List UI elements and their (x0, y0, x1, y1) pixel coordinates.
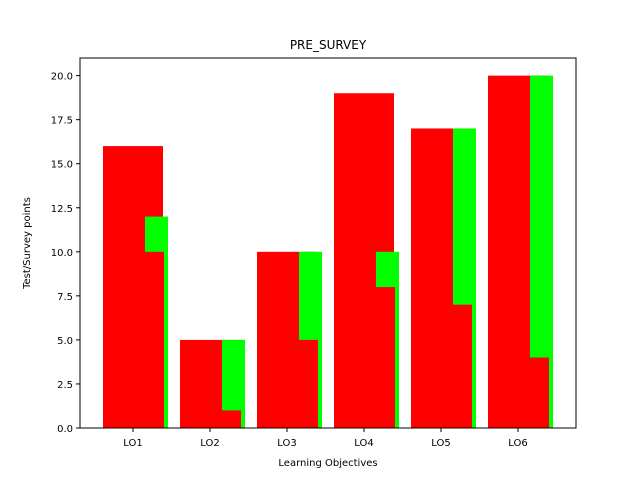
x-axis: LO1 LO2 LO3 LO4 LO5 LO6 (123, 428, 528, 449)
y-axis-label: Test/Survey points (22, 197, 33, 290)
x-tick-label-lo3: LO3 (277, 438, 296, 449)
bar-lo5-series-3 (411, 304, 472, 428)
chart-title: PRE_SURVEY (290, 38, 367, 52)
bar-lo2-series-3 (180, 410, 241, 428)
bar-lo6-series-3 (488, 357, 549, 428)
x-tick-label-lo6: LO6 (508, 438, 527, 449)
bar-lo1-series-3 (103, 251, 164, 428)
x-tick-label-lo5: LO5 (431, 438, 450, 449)
x-tick-label-lo1: LO1 (123, 438, 142, 449)
y-tick-label: 2.5 (57, 380, 73, 391)
bar-lo6-series-2 (530, 75, 553, 428)
y-tick-label: 20.0 (51, 72, 73, 83)
x-tick-label-lo4: LO4 (354, 438, 373, 449)
y-axis: 0.0 2.5 5.0 7.5 10.0 12.5 15.0 17.5 20.0 (51, 72, 80, 435)
bar-lo3-series-3 (257, 339, 318, 428)
plot-frame (79, 57, 577, 429)
y-tick-label: 5.0 (57, 336, 73, 347)
x-axis-label: Learning Objectives (278, 458, 377, 469)
y-tick-label: 7.5 (57, 292, 73, 303)
bars-group (103, 75, 553, 428)
y-tick-label: 15.0 (51, 160, 73, 171)
x-tick-label-lo2: LO2 (200, 438, 219, 449)
y-tick-label: 17.5 (51, 116, 73, 127)
bar-lo2-series-2 (222, 339, 245, 428)
y-tick-label: 12.5 (51, 204, 73, 215)
y-tick-label: 10.0 (51, 248, 73, 259)
y-tick-label: 0.0 (57, 424, 73, 435)
bar-lo4-series-3 (334, 287, 395, 428)
